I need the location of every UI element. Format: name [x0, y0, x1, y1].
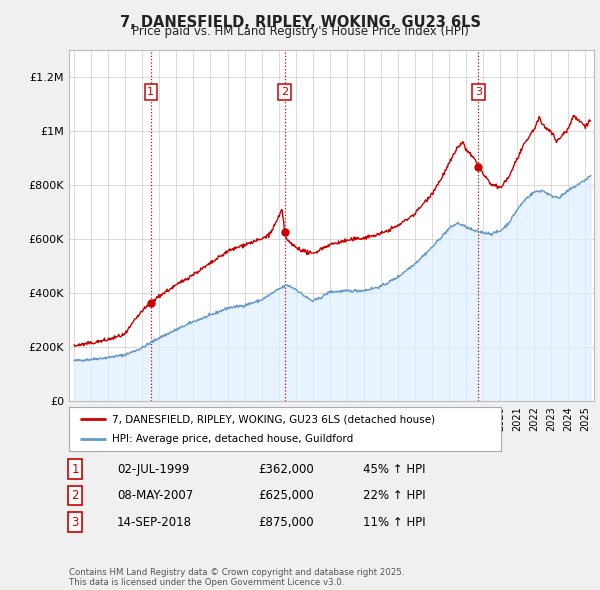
Text: 1: 1 — [148, 87, 154, 97]
Text: 3: 3 — [475, 87, 482, 97]
Text: 2: 2 — [71, 489, 79, 502]
Text: 45% ↑ HPI: 45% ↑ HPI — [363, 463, 425, 476]
Text: £625,000: £625,000 — [258, 489, 314, 502]
Text: 1: 1 — [71, 463, 79, 476]
Text: 3: 3 — [71, 516, 79, 529]
Text: HPI: Average price, detached house, Guildford: HPI: Average price, detached house, Guil… — [112, 434, 353, 444]
Text: 14-SEP-2018: 14-SEP-2018 — [117, 516, 192, 529]
Text: Price paid vs. HM Land Registry's House Price Index (HPI): Price paid vs. HM Land Registry's House … — [131, 25, 469, 38]
Text: 7, DANESFIELD, RIPLEY, WOKING, GU23 6LS (detached house): 7, DANESFIELD, RIPLEY, WOKING, GU23 6LS … — [112, 414, 436, 424]
Text: 08-MAY-2007: 08-MAY-2007 — [117, 489, 193, 502]
Text: 7, DANESFIELD, RIPLEY, WOKING, GU23 6LS: 7, DANESFIELD, RIPLEY, WOKING, GU23 6LS — [119, 15, 481, 30]
Text: 02-JUL-1999: 02-JUL-1999 — [117, 463, 190, 476]
Text: 22% ↑ HPI: 22% ↑ HPI — [363, 489, 425, 502]
Text: Contains HM Land Registry data © Crown copyright and database right 2025.
This d: Contains HM Land Registry data © Crown c… — [69, 568, 404, 587]
Text: £362,000: £362,000 — [258, 463, 314, 476]
Text: £875,000: £875,000 — [258, 516, 314, 529]
Text: 11% ↑ HPI: 11% ↑ HPI — [363, 516, 425, 529]
Text: 2: 2 — [281, 87, 289, 97]
